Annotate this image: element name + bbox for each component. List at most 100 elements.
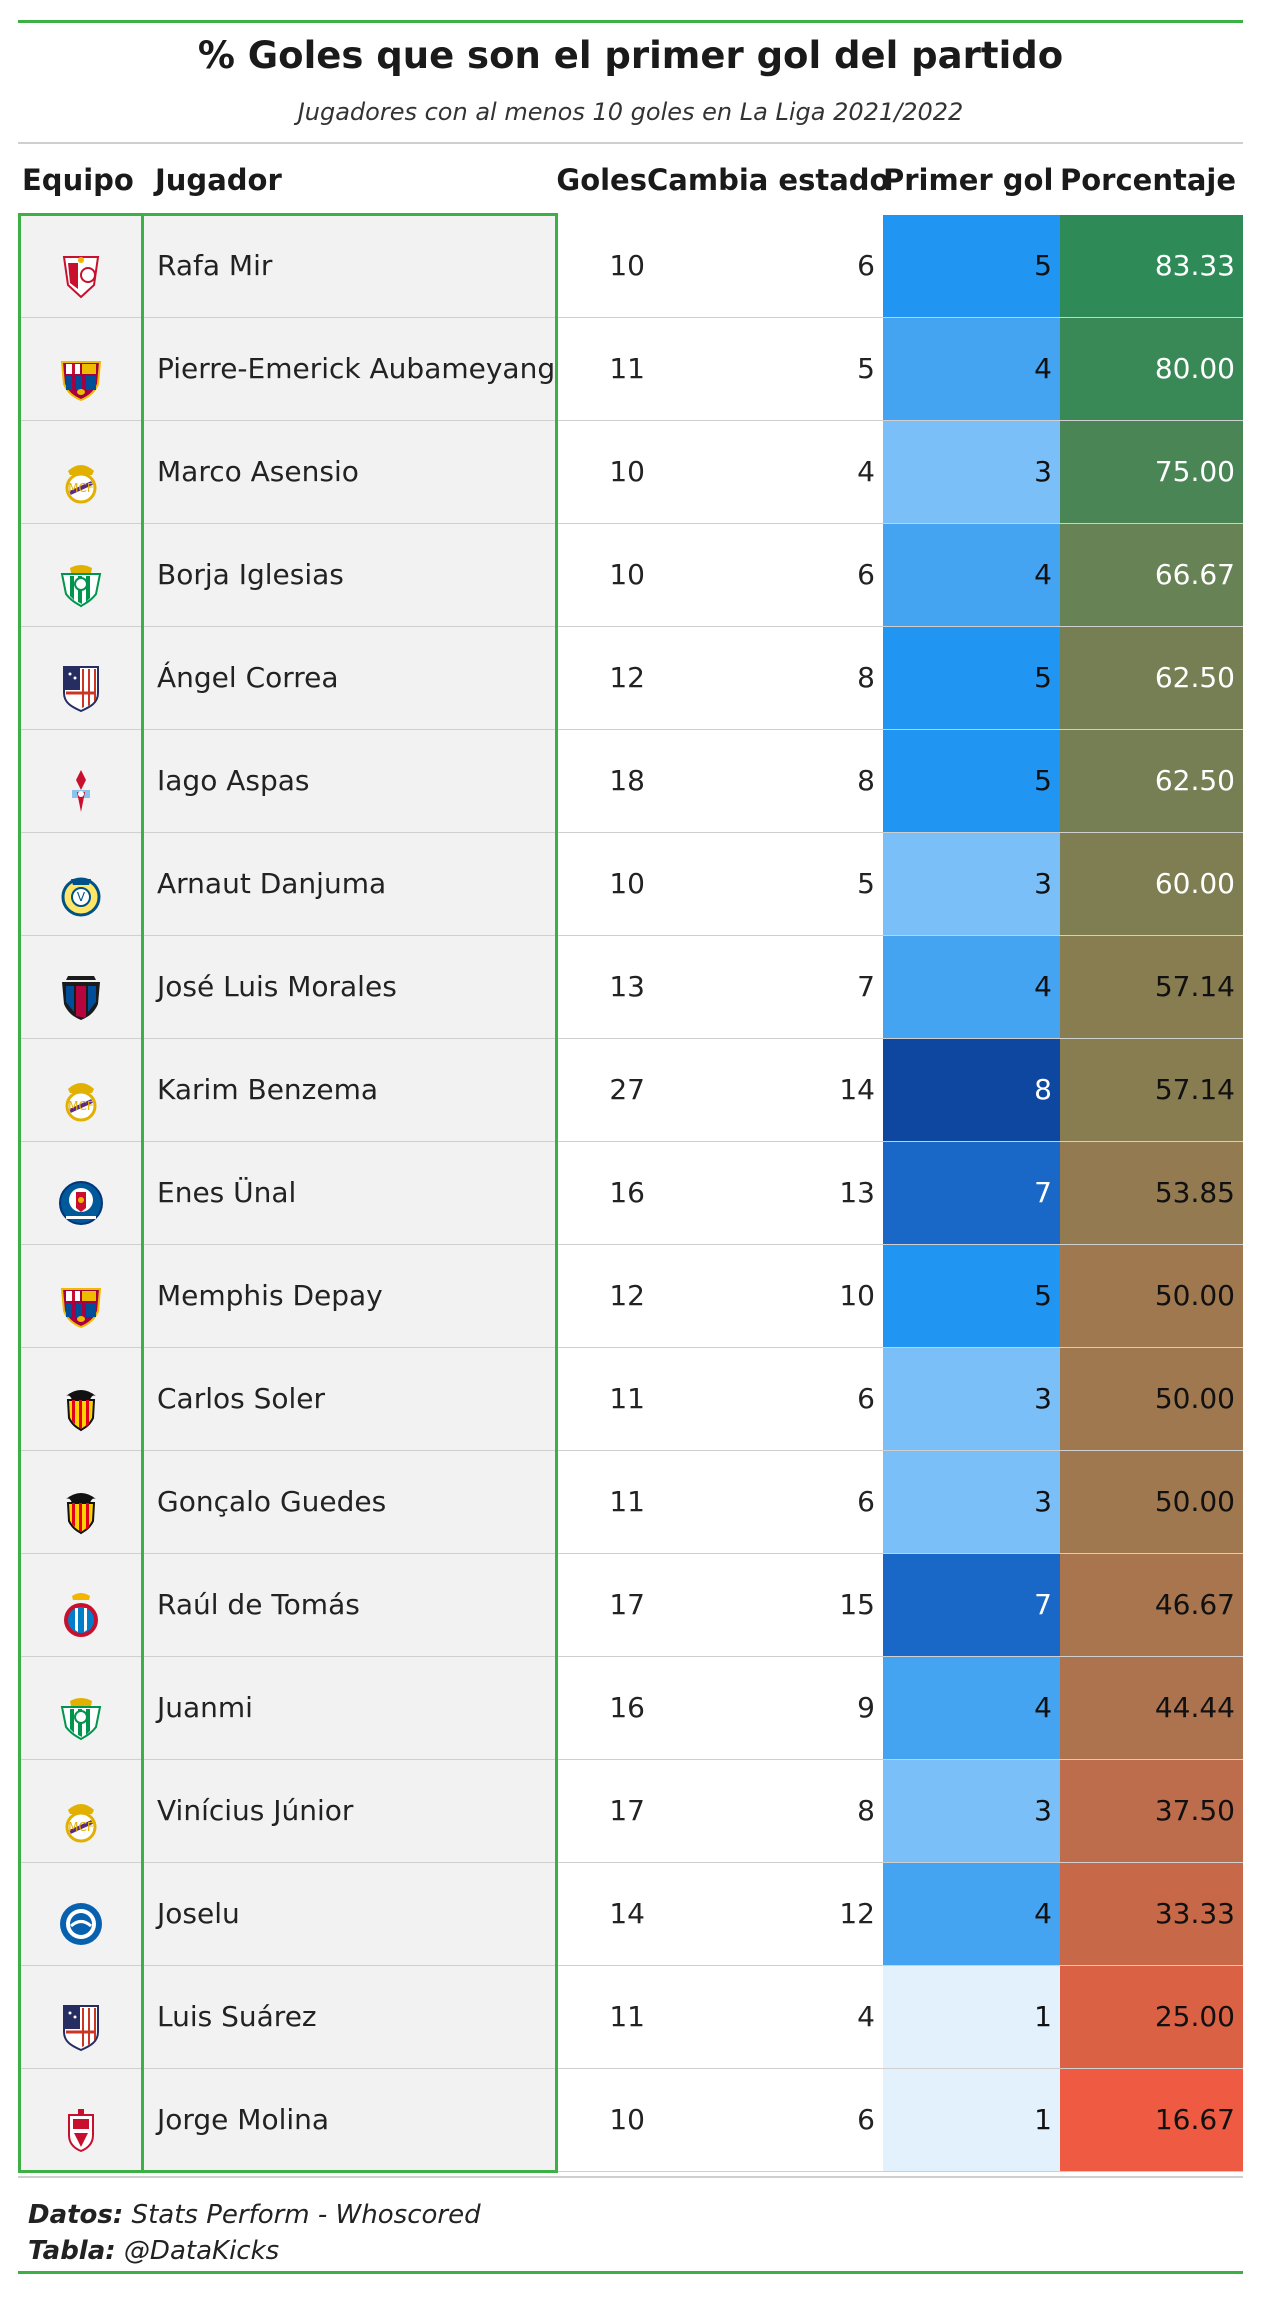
cambia-estado-value: 4 [857, 2000, 875, 2033]
primer-gol-value: 4 [883, 524, 1060, 626]
player-name: Rafa Mir [143, 215, 557, 317]
team-cell: MCF [18, 1039, 143, 1141]
table-row: V Arnaut Danjuma 10 5 3 60.00 [18, 833, 1243, 936]
table-row: Pierre-Emerick Aubameyang 11 5 4 80.00 [18, 318, 1243, 421]
player-name: Marco Asensio [143, 421, 557, 523]
goles-value: 10 [609, 455, 645, 488]
goles-value: 11 [609, 1485, 645, 1518]
real-madrid-crest-icon: MCF [56, 1786, 106, 1843]
primer-gol-value: 4 [883, 1863, 1060, 1965]
porcentaje-value: 66.67 [1060, 524, 1243, 626]
team-cell [18, 1451, 143, 1553]
cambia-estado-value: 5 [857, 352, 875, 385]
porcentaje-value: 16.67 [1060, 2069, 1243, 2171]
team-cell [18, 936, 143, 1038]
goles-value: 12 [609, 661, 645, 694]
primer-gol-value: 1 [883, 1966, 1060, 2068]
porcentaje-value: 62.50 [1060, 730, 1243, 832]
table-row: Carlos Soler 11 6 3 50.00 [18, 1348, 1243, 1451]
svg-text:V: V [77, 890, 86, 904]
table-row: MCF Marco Asensio 10 4 3 75.00 [18, 421, 1243, 524]
cambia-estado-value: 7 [857, 970, 875, 1003]
team-cell [18, 1554, 143, 1656]
porcentaje-value: 83.33 [1060, 215, 1243, 317]
header-equipo: Equipo [22, 163, 134, 197]
table-row: Memphis Depay 12 10 5 50.00 [18, 1245, 1243, 1348]
cambia-estado-value: 14 [839, 1073, 875, 1106]
goles-value: 11 [609, 1382, 645, 1415]
footer-datos: Datos: Stats Perform - Whoscored [28, 2200, 481, 2230]
goles-value: 10 [609, 249, 645, 282]
primer-gol-value: 3 [883, 1451, 1060, 1553]
header-jugador: Jugador [155, 163, 282, 197]
villarreal-crest-icon: V [56, 859, 106, 917]
footer-datos-label: Datos: [28, 2200, 124, 2230]
cambia-estado-value: 4 [857, 455, 875, 488]
player-name: Carlos Soler [143, 1348, 557, 1450]
goles-value: 17 [609, 1794, 645, 1827]
primer-gol-value: 7 [883, 1554, 1060, 1656]
goles-value: 16 [609, 1691, 645, 1724]
primer-gol-value: 8 [883, 1039, 1060, 1141]
row-separator [18, 832, 1243, 833]
bottom-accent-line [18, 2271, 1243, 2274]
goles-value: 11 [609, 352, 645, 385]
primer-gol-value: 5 [883, 730, 1060, 832]
primer-gol-value: 1 [883, 2069, 1060, 2171]
team-cell [18, 730, 143, 832]
cambia-estado-value: 6 [857, 1485, 875, 1518]
table-row: Gonçalo Guedes 11 6 3 50.00 [18, 1451, 1243, 1554]
border-equipo-divider [141, 215, 144, 2172]
cambia-estado-value: 6 [857, 249, 875, 282]
goles-value: 10 [609, 558, 645, 591]
valencia-crest-icon [56, 1374, 106, 1432]
footer-tabla: Tabla: @DataKicks [28, 2236, 279, 2266]
table-row: Jorge Molina 10 6 1 16.67 [18, 2069, 1243, 2172]
primer-gol-value: 3 [883, 421, 1060, 523]
team-cell [18, 318, 143, 420]
getafe-crest-icon [56, 1168, 106, 1225]
player-name: Luis Suárez [143, 1966, 557, 2068]
border-jugador-right [555, 215, 558, 2172]
goles-value: 10 [609, 867, 645, 900]
team-cell [18, 1966, 143, 2068]
row-separator [18, 1553, 1243, 1554]
betis-crest-icon [56, 550, 106, 608]
porcentaje-value: 50.00 [1060, 1451, 1243, 1553]
porcentaje-value: 57.14 [1060, 936, 1243, 1038]
granada-crest-icon [56, 2095, 106, 2153]
team-cell: V [18, 833, 143, 935]
porcentaje-value: 44.44 [1060, 1657, 1243, 1759]
cambia-estado-value: 15 [839, 1588, 875, 1621]
cambia-estado-value: 5 [857, 867, 875, 900]
header-cambia-estado: Cambia estado [647, 163, 890, 197]
goles-value: 12 [609, 1279, 645, 1312]
row-separator [18, 626, 1243, 627]
player-name: Pierre-Emerick Aubameyang [143, 318, 557, 420]
svg-text:MCF: MCF [68, 1099, 94, 1113]
goles-value: 10 [609, 2103, 645, 2136]
player-name: Juanmi [143, 1657, 557, 1759]
porcentaje-value: 50.00 [1060, 1348, 1243, 1450]
cambia-estado-value: 9 [857, 1691, 875, 1724]
player-name: Ángel Correa [143, 627, 557, 729]
table-row: Borja Iglesias 10 6 4 66.67 [18, 524, 1243, 627]
primer-gol-value: 3 [883, 1348, 1060, 1450]
porcentaje-value: 25.00 [1060, 1966, 1243, 2068]
team-cell [18, 627, 143, 729]
porcentaje-value: 33.33 [1060, 1863, 1243, 1965]
header-primer-gol: Primer gol [883, 163, 1054, 197]
team-cell [18, 2069, 143, 2171]
player-name: Iago Aspas [143, 730, 557, 832]
row-separator [18, 317, 1243, 318]
row-separator [18, 523, 1243, 524]
porcentaje-value: 46.67 [1060, 1554, 1243, 1656]
table-row: Rafa Mir 10 6 5 83.33 [18, 215, 1243, 318]
team-cell: MCF [18, 1760, 143, 1862]
celta-crest-icon [56, 756, 106, 812]
primer-gol-value: 4 [883, 318, 1060, 420]
cambia-estado-value: 10 [839, 1279, 875, 1312]
goles-value: 13 [609, 970, 645, 1003]
porcentaje-value: 37.50 [1060, 1760, 1243, 1862]
border-top [18, 213, 558, 216]
